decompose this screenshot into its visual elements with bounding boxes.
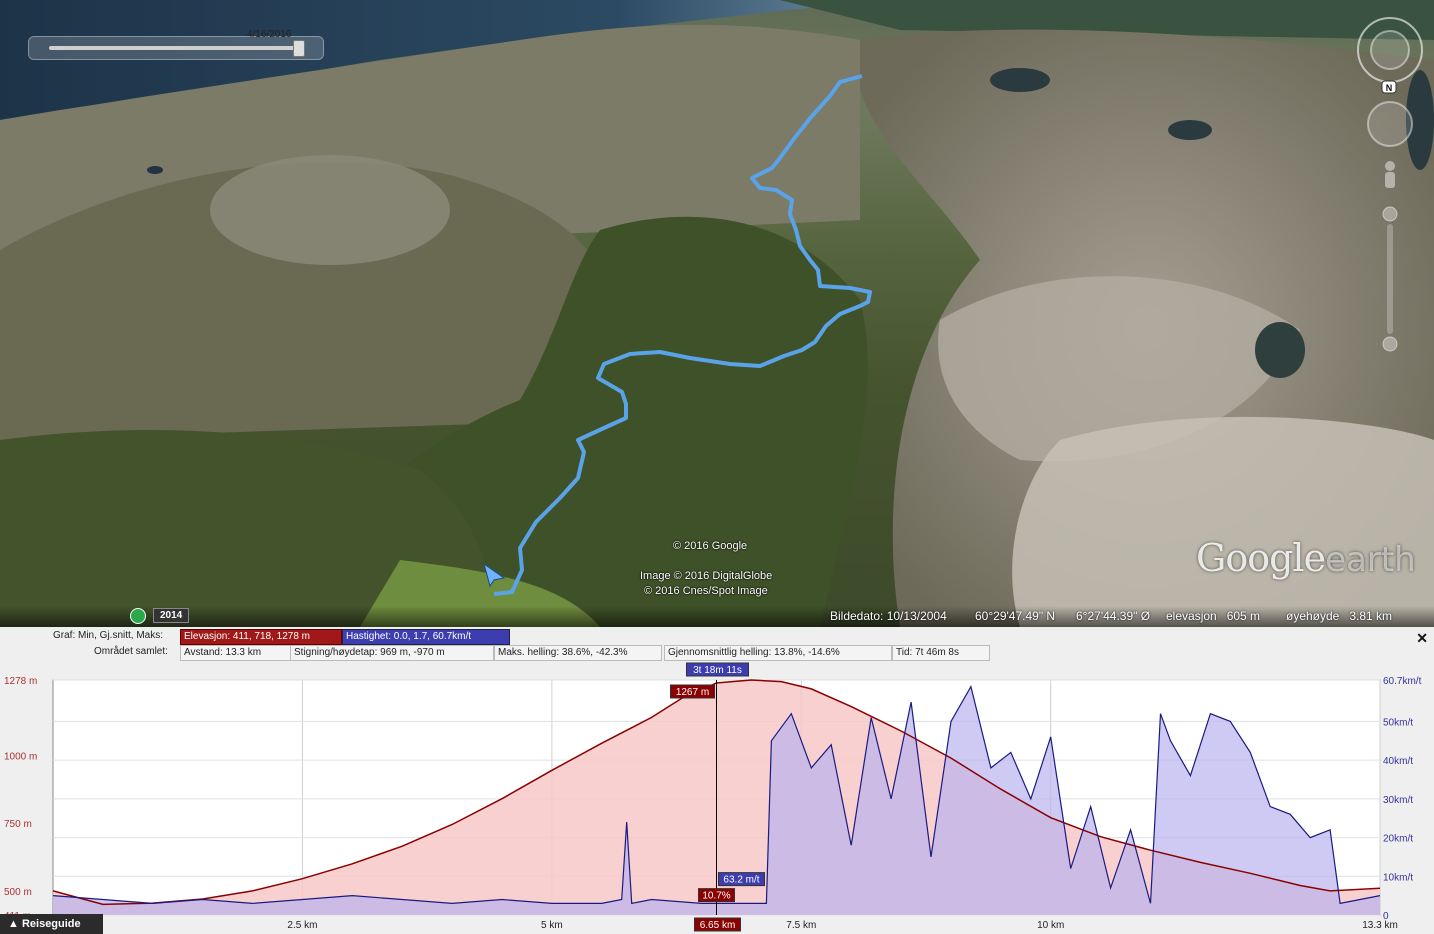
elevation-tick-label: 750 m — [4, 819, 32, 830]
historical-imagery-slider[interactable]: 4/16/2016 — [28, 29, 324, 60]
reiseguide-button[interactable]: ▲ Reiseguide — [0, 914, 103, 934]
slider-date: 4/16/2016 — [247, 29, 292, 40]
max-slope-stat: Maks. helling: 38.6%, -42.3% — [494, 645, 662, 661]
slider-thumb[interactable] — [293, 40, 305, 57]
time-stat: Tid: 7t 46m 8s — [892, 645, 990, 661]
slider-track[interactable] — [49, 46, 303, 50]
speed-tick-label: 10km/t — [1383, 872, 1413, 883]
right-axis: 60.7km/t 50km/t 40km/t 30km/t 20km/t 10km/t 0 — [1383, 676, 1422, 922]
elevation-tick-label: 500 m — [4, 887, 32, 898]
copyright-digitalglobe: Image © 2016 DigitalGlobe — [640, 570, 773, 582]
google-earth-logo: Googleearth — [1196, 536, 1416, 580]
speed-tick-label: 40km/t — [1383, 756, 1413, 767]
cursor-speed: 63.2 m/t — [723, 875, 759, 886]
speed-tick-label: 50km/t — [1383, 717, 1413, 728]
cursor-time-box — [686, 662, 749, 677]
elevation-readout: elevasjon 605 m — [1166, 609, 1261, 623]
speed-tick-label: 60.7km/t — [1383, 676, 1422, 687]
cursor-readouts: 3t 18m 11s 1267 m 63.2 m/t 10.7% 6.65 km — [670, 662, 765, 932]
distance-stat: Avstand: 13.3 km — [180, 645, 292, 661]
speed-stats-button[interactable]: Hastighet: 0.0, 1.7, 60.7km/t — [342, 629, 510, 645]
latitude: 60°29'47.49" N — [975, 609, 1056, 623]
avg-slope-stat: Gjennomsnittlig helling: 13.8%, -14.6% — [664, 645, 892, 661]
distance-tick-label: 13.3 km — [1362, 920, 1398, 931]
elevation-line — [52, 679, 1381, 906]
earth-3d-view[interactable]: 4/16/2016 N © 2016 G — [0, 0, 1434, 627]
compass-north-icon[interactable] — [1381, 80, 1397, 94]
copyright-cnes: © 2016 Cnes/Spot Image — [644, 585, 768, 597]
cursor-distance: 6.65 km — [700, 920, 736, 931]
graph-label: Graf: Min, Gj.snitt, Maks: — [53, 630, 164, 641]
longitude: 6°27'44.39" Ø — [1076, 609, 1151, 623]
elevation-tick-label: 1278 m — [4, 676, 37, 687]
gps-track[interactable] — [493, 74, 872, 596]
move-joystick[interactable] — [1367, 101, 1413, 147]
cursor-elevation-box — [670, 684, 715, 699]
distance-tick-label: 10 km — [1037, 920, 1064, 931]
cursor-distance-box — [694, 917, 741, 932]
elevation-tick-label: 1000 m — [4, 751, 37, 762]
look-joystick[interactable] — [1357, 17, 1423, 83]
navigation-arrow-icon — [483, 562, 506, 588]
speed-line — [52, 684, 1381, 905]
compass-label: N — [1386, 83, 1393, 93]
speed-tick-label: 0 — [1383, 911, 1389, 922]
area-label: Området samlet: — [94, 646, 168, 657]
terrain-imagery — [0, 0, 1434, 627]
close-icon[interactable]: ✕ — [1416, 630, 1428, 646]
speed-area — [53, 686, 1380, 915]
cursor-time: 3t 18m 11s — [693, 665, 742, 676]
cursor-speed-box — [718, 872, 765, 887]
cursor-elevation: 1267 m — [676, 687, 709, 698]
cursor-slope: 10.7% — [702, 891, 730, 902]
speed-tick-label: 30km/t — [1383, 795, 1413, 806]
cursor-slope-box — [698, 888, 735, 903]
distance-tick-label: 7.5 km — [786, 920, 816, 931]
eye-altitude: øyehøyde 3.81 km — [1286, 609, 1393, 623]
historical-imagery-icon[interactable] — [130, 608, 146, 624]
x-axis: 2.5 km 5 km 7.5 km 10 km 13.3 km — [287, 920, 1397, 931]
elevation-stats-button[interactable]: Elevasjon: 411, 718, 1278 m — [180, 629, 342, 645]
zoom-slider[interactable] — [1382, 206, 1398, 352]
imagery-year-badge: 2014 — [153, 608, 190, 623]
status-bar: Bildedato: 10/13/2004 60°29'47.49" N 6°2… — [0, 606, 1434, 627]
navigation-controls[interactable]: N — [1354, 14, 1426, 354]
distance-tick-label: 2.5 km — [287, 920, 317, 931]
speed-tick-label: 20km/t — [1383, 834, 1413, 845]
distance-tick-label: 5 km — [541, 920, 563, 931]
image-date: Bildedato: 10/13/2004 — [830, 609, 947, 623]
gain-loss-stat: Stigning/høydetap: 969 m, -970 m — [290, 645, 494, 661]
copyright-google: © 2016 Google — [673, 540, 748, 552]
street-view-pegman-icon[interactable] — [1385, 161, 1395, 188]
